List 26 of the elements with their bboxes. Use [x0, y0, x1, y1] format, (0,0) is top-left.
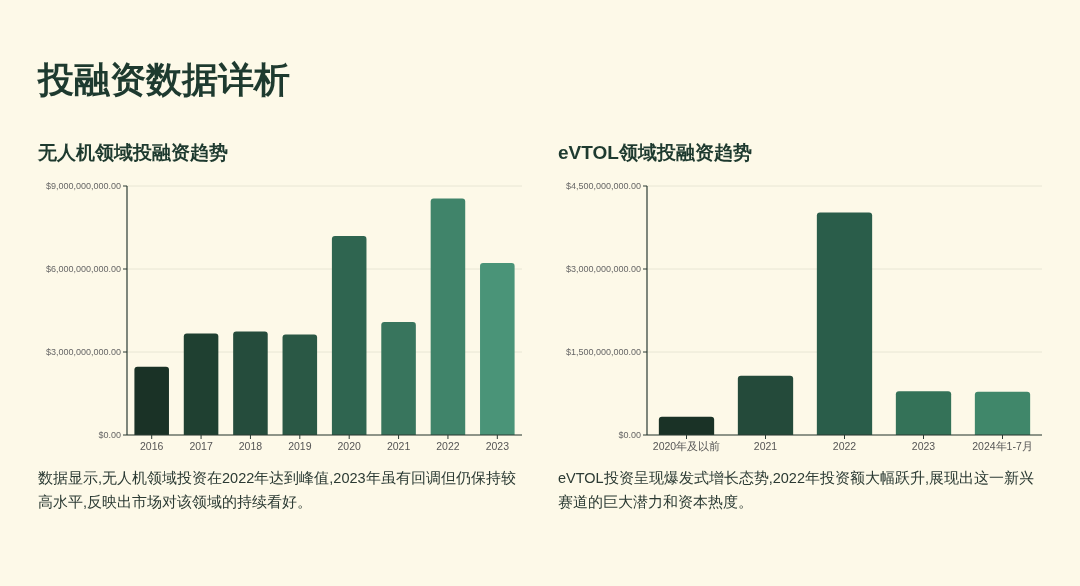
x-tick-label: 2022	[436, 440, 460, 452]
x-tick-label: 2020年及以前	[652, 440, 721, 452]
y-tick-label: $4,500,000,000.00	[565, 181, 641, 191]
y-tick-label: $0.00	[618, 430, 641, 440]
y-tick-label: $9,000,000,000.00	[45, 181, 121, 191]
chart-subtitle: 无人机领域投融资趋势	[38, 141, 228, 165]
x-tick-label: 2021	[386, 440, 411, 452]
x-tick-label: 2021	[753, 440, 778, 452]
x-tick-label: 2019	[288, 440, 312, 452]
y-tick-label: $3,000,000,000.00	[565, 264, 641, 274]
x-tick-label: 2024年1-7月	[972, 440, 1033, 452]
text: eVTOL投资呈现爆发式增长态势,2022年投资额大幅跃升,展现出这一新兴赛道的巨大潜力和资本热度。	[558, 469, 1035, 512]
x-tick-label: 2017	[189, 440, 213, 452]
x-tick-label: 2016	[140, 440, 164, 452]
x-tick-label: 2023	[911, 440, 936, 452]
x-tick-label: 2020	[337, 440, 362, 452]
chart-title: eVTOL领域投融资趋势	[558, 141, 752, 165]
x-tick-label: 2018	[238, 440, 263, 452]
text: 数据显示,无人机领域投资在2022年达到峰值,2023年虽有回调但仍保持较高水平,反映出市场对该领域的持续看好。	[38, 469, 517, 512]
chart-title: 投融资数据详析	[38, 58, 290, 102]
y-tick-label: $3,000,000,000.00	[45, 347, 121, 357]
x-tick-label: 2022	[832, 440, 857, 452]
y-tick-label: $6,000,000,000.00	[45, 264, 121, 274]
y-tick-label: $1,500,000,000.00	[565, 347, 641, 357]
y-tick-label: $0.00	[98, 430, 121, 440]
x-tick-label: 2023	[485, 440, 510, 452]
